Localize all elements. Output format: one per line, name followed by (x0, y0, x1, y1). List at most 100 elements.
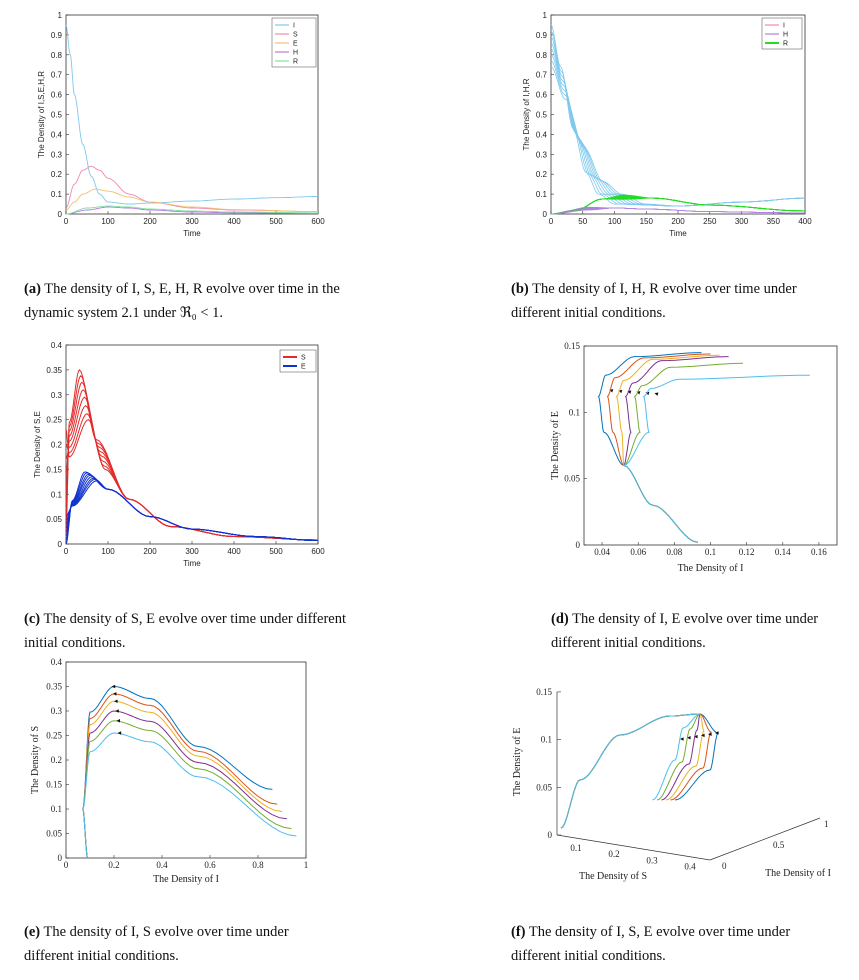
legend: IHR (761, 17, 803, 50)
x-tick-label: 100 (101, 547, 115, 556)
x-tick-label: 250 (703, 217, 717, 226)
y-axis-label: The Density of S (30, 726, 41, 794)
x-tick-label: 0 (64, 217, 69, 226)
x-tick-label: 150 (640, 217, 654, 226)
legend-label-R: R (783, 41, 788, 48)
y-tick-label: 0.35 (46, 682, 62, 692)
x-tick-label: 0 (64, 547, 69, 556)
y-tick-label: 0 (58, 210, 63, 219)
series-line-S (65, 389, 319, 541)
direction-arrow (115, 709, 119, 713)
trajectory-line (622, 374, 810, 543)
x-tick-label: 600 (311, 217, 325, 226)
y-tick-label: 0.15 (46, 465, 62, 474)
x-tick-label: 0.12 (739, 547, 755, 557)
axes-d: 0.04 0.06 0.08 0.1 0.12 0.14 0.16 0 0.05 0.1 0.15 T… (550, 341, 838, 574)
y-axis-label: The Density of S,E (33, 411, 42, 478)
y-tick-label: 0.1 (569, 407, 580, 417)
x-tick-label: 0.06 (630, 547, 646, 557)
caption-b: (b) The density of I, H, R evolve over t… (511, 277, 841, 325)
caption-label: (e) (24, 924, 41, 940)
x-tick-label: 0 (549, 217, 554, 226)
y-tick-label: 0.1 (51, 190, 63, 199)
x-tick-label: 0.14 (775, 547, 791, 557)
y-tick-label: 0.7 (51, 71, 63, 80)
x-axis-label: The Density of S (579, 871, 647, 882)
series-line-I (550, 54, 806, 207)
direction-arrow (694, 734, 698, 739)
caption-e: (e) The density of I, S evolve over time… (24, 920, 324, 968)
direction-arrow (715, 731, 719, 735)
x-tick-label: 400 (227, 217, 241, 226)
series-line-E (65, 471, 319, 545)
series-line-I (65, 24, 318, 205)
caption-text: The density of I, H, R evolve over time … (511, 281, 797, 321)
x-tick-label: 100 (608, 217, 622, 226)
legend-label-I: I (783, 23, 785, 30)
trajectory-line (560, 713, 701, 829)
direction-arrow (701, 733, 705, 738)
y-tick-label: 0.3 (51, 150, 63, 159)
trajectory-line (560, 713, 719, 829)
series-line-I (550, 66, 806, 207)
y-tick-label: 0.1 (51, 804, 62, 814)
axes-a: 0 100 200 300 400 500 600 0 0.1 0.2 0.3 0.4 0.5 0.6 0.… (37, 11, 325, 238)
direction-arrow (114, 699, 118, 703)
series-line-I (550, 30, 806, 207)
y-axis-label: The Density of I,S,E,H,R (37, 71, 46, 158)
axes-e: 0 0.2 0.4 0.6 0.8 1 0 0.05 0.1 0.15 0.2 0.25 0.3 0.35… (30, 657, 308, 885)
y-tick-label: 0.4 (536, 130, 548, 139)
x-tick-label: 200 (143, 217, 157, 226)
x-tick-label: 0.1 (570, 843, 581, 853)
series-line-I (550, 42, 806, 207)
y-tick-label: 0.35 (46, 366, 62, 375)
x-axis-line (556, 834, 711, 861)
legend-label-E: E (301, 364, 306, 371)
y-tick-label: 0.3 (536, 150, 548, 159)
series-line-E (65, 188, 318, 213)
plot-frame (65, 344, 319, 545)
y-tick-label: 1 (58, 11, 63, 20)
x-tick-label: 0.2 (108, 860, 119, 870)
x-tick-label: 0.2 (608, 849, 619, 859)
y-tick-label: 0.4 (51, 130, 63, 139)
x-tick-label: 0.04 (594, 547, 610, 557)
y-tick-label: 0.2 (51, 170, 63, 179)
trajectory-line (622, 356, 729, 543)
series-line-H (65, 206, 318, 215)
y-tick-label: 0.15 (46, 780, 62, 790)
y-tick-label: 0.25 (46, 731, 62, 741)
caption-text: The density of I, E evolve over time und… (551, 611, 819, 651)
caption-label: (b) (511, 281, 529, 297)
x-axis-label: Time (183, 559, 201, 568)
axes-b: 0 50 100 150 200 250 300 350 400 0 0.1 0.2 0.3 0.4 0.5… (522, 11, 812, 238)
series-line-S (65, 405, 319, 541)
trajectory-line (82, 732, 297, 859)
y-tick-label: 0 (58, 853, 63, 863)
x-tick-label: 0.3 (646, 855, 658, 865)
y-tick-label: 0.05 (46, 515, 62, 524)
axes-c: 0 100 200 300 400 500 600 0 0.05 0.1 0.15 0.2 0.25 0.… (33, 341, 325, 568)
z-tick-label: 0.1 (541, 735, 552, 745)
y-tick-label: 0.05 (46, 829, 62, 839)
x-tick-label: 200 (143, 547, 157, 556)
x-tick-label: 400 (798, 217, 812, 226)
x-axis-label: The Density of I (153, 874, 219, 885)
legend-box (279, 349, 317, 373)
x-tick-label: 350 (767, 217, 781, 226)
y-tick-label: 0.3 (51, 391, 63, 400)
y-tick-label: 0.5 (536, 111, 548, 120)
direction-arrow (708, 732, 712, 736)
trajectory-line (622, 362, 744, 543)
series-line-E (65, 480, 319, 541)
caption-label: (f) (511, 924, 526, 940)
series-line-E (65, 474, 319, 541)
caption-text: The density of I, S, E, H, R evolve over… (24, 281, 340, 321)
series-line-I (550, 48, 806, 207)
y-tick-label: 0.2 (51, 755, 62, 765)
y-axis-label: The Density of I (765, 868, 831, 879)
x-tick-label: 400 (227, 547, 241, 556)
x-axis-label: Time (669, 229, 687, 238)
series-line-S (65, 375, 319, 541)
